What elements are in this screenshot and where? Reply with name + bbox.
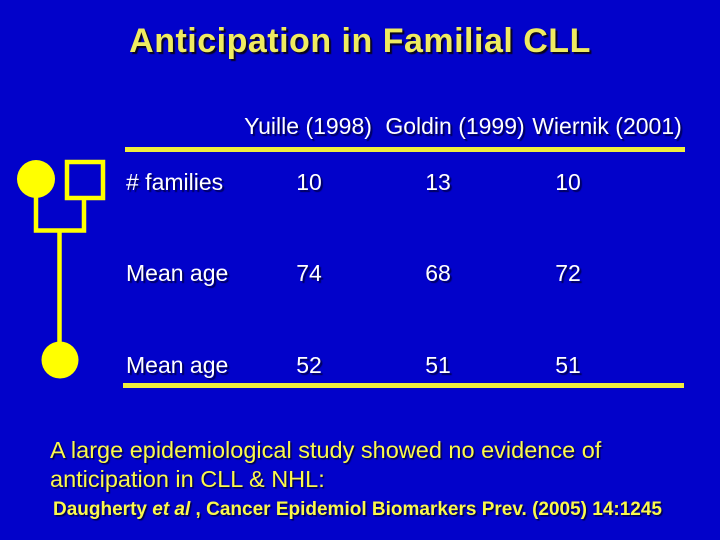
pedigree-affected-child-circle-icon [41, 341, 79, 379]
table-cell: 52 [296, 352, 322, 378]
table-cell: 13 [425, 169, 451, 195]
table-cell: 51 [425, 352, 451, 378]
table-cell: 10 [296, 169, 322, 195]
header-underline [125, 147, 685, 152]
row-label-mean-age-parents: Mean age [126, 260, 229, 286]
family-pedigree-diagram [17, 159, 106, 379]
table-cell: 68 [425, 260, 451, 286]
pedigree-unaffected-parent-square-icon [64, 159, 106, 201]
citation-etal: et al [152, 499, 191, 520]
table-cell: 10 [555, 169, 581, 195]
column-header-yuille: Yuille (1998) [244, 113, 372, 139]
page-title: Anticipation in Familial CLL [129, 22, 591, 60]
column-header-wiernik: Wiernik (2001) [532, 113, 682, 139]
pedigree-connector-lines [33, 196, 87, 233]
conclusion-text-line2: anticipation in CLL & NHL: [50, 466, 325, 492]
citation-rest: , Cancer Epidemiol Biomarkers Prev. (200… [190, 499, 662, 520]
table-cell: 74 [296, 260, 322, 286]
table-cell: 72 [555, 260, 581, 286]
table-bottom-underline [123, 383, 684, 388]
conclusion-text-line1: A large epidemiological study showed no … [50, 437, 602, 463]
row-label-families: # families [126, 169, 224, 195]
table-cell: 51 [555, 352, 581, 378]
column-header-goldin: Goldin (1999) [385, 113, 525, 139]
pedigree-affected-parent-circle-icon [17, 160, 55, 198]
row-label-mean-age-children: Mean age [126, 352, 229, 378]
citation-author: Daugherty [53, 499, 153, 520]
citation-text: Daugherty et al , Cancer Epidemiol Bioma… [53, 499, 662, 521]
